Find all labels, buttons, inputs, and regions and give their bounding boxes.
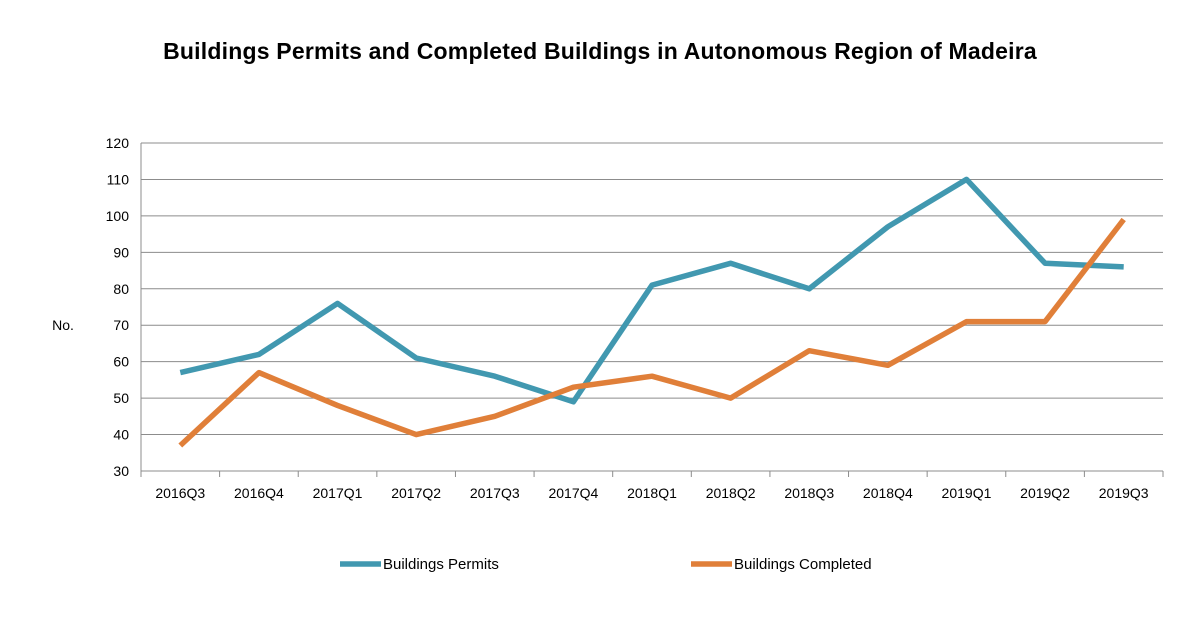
y-tick-label: 50 (113, 390, 129, 406)
x-tick-label: 2016Q4 (234, 485, 284, 501)
x-tick-label: 2017Q2 (391, 485, 441, 501)
x-tick-label: 2018Q2 (706, 485, 756, 501)
x-tick-label: 2018Q1 (627, 485, 677, 501)
chart-title: Buildings Permits and Completed Building… (163, 38, 1037, 64)
x-tick-label: 2018Q4 (863, 485, 913, 501)
y-tick-label: 80 (113, 281, 129, 297)
x-tick-label: 2017Q4 (548, 485, 598, 501)
axes (140, 143, 1164, 477)
y-tick-label: 120 (106, 135, 130, 151)
x-tick-label: 2018Q3 (784, 485, 834, 501)
series-line-2 (178, 217, 1126, 448)
x-tick-label: 2019Q3 (1099, 485, 1149, 501)
series-line-1 (179, 176, 1124, 405)
y-axis-label: No. (52, 317, 74, 333)
y-tick-label: 110 (107, 171, 130, 187)
y-tick-label: 100 (106, 208, 130, 224)
x-tick-label: 2016Q3 (155, 485, 205, 501)
x-tick-label: 2017Q1 (313, 485, 363, 501)
gridlines (141, 142, 1163, 472)
x-tick-label: 2019Q2 (1020, 485, 1070, 501)
y-tick-label: 90 (113, 244, 129, 260)
y-tick-labels: 30 40 50 60 70 80 90 100 110 120 (106, 135, 130, 479)
x-tick-label: 2017Q3 (470, 485, 520, 501)
legend: Buildings Permits Buildings Completed (340, 556, 872, 573)
x-tick-label: 2019Q1 (942, 485, 992, 501)
y-tick-label: 30 (113, 463, 129, 479)
legend-label: Buildings Permits (383, 556, 499, 573)
y-tick-label: 60 (113, 354, 129, 370)
y-tick-label: 70 (113, 317, 129, 333)
y-tick-label: 40 (113, 427, 129, 443)
x-tick-labels: 2016Q3 2016Q4 2017Q1 2017Q2 2017Q3 2017Q4 2018… (155, 485, 1148, 501)
series-lines (178, 176, 1126, 448)
legend-label: Buildings Completed (734, 556, 872, 573)
